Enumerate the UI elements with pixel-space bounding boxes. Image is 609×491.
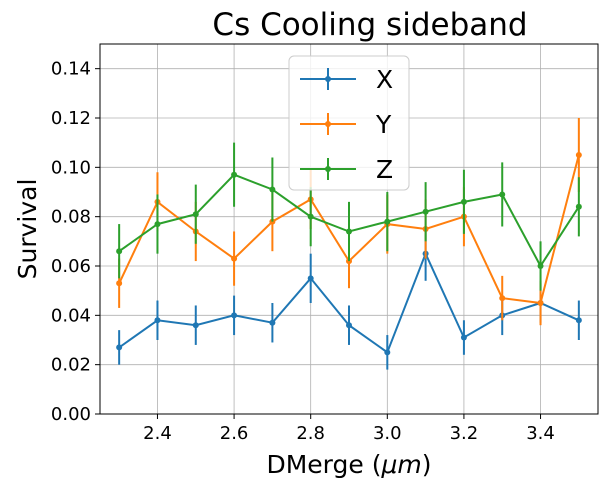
x-tick-label: 3.4 (526, 423, 555, 444)
x-tick-label: 3.0 (373, 423, 402, 444)
x-axis-label: DMerge (μm) (266, 450, 431, 479)
y-tick-label: 0.14 (51, 59, 91, 80)
legend: XYZ (288, 55, 410, 191)
data-point-z (269, 186, 276, 193)
data-point-x (346, 322, 352, 329)
y-tick-label: 0.10 (51, 157, 91, 178)
legend-marker (325, 76, 331, 82)
data-point-z (192, 211, 199, 218)
series-z (116, 142, 582, 291)
data-point-y (575, 152, 582, 158)
plot-frame (99, 43, 599, 415)
series-layer (116, 118, 582, 370)
data-point-z (499, 191, 506, 198)
data-point-z (575, 203, 582, 210)
data-point-z (231, 171, 238, 178)
x-tick-label: 3.2 (450, 423, 479, 444)
data-point-z (537, 263, 544, 269)
data-point-x (231, 312, 238, 319)
data-point-z (116, 248, 123, 255)
data-point-x (460, 334, 467, 341)
x-tick-label: 2.8 (296, 423, 325, 444)
data-point-x (192, 322, 199, 329)
y-axis: 0.00 0.02 0.04 0.06 0.08 0.10 0.12 0.14 (51, 59, 100, 425)
y-tick-label: 0.12 (51, 108, 91, 129)
y-axis-label: Survival (13, 179, 42, 280)
data-point-z (384, 218, 391, 225)
data-point-y (537, 300, 544, 306)
chart-title: Cs Cooling sideband (212, 7, 527, 43)
data-point-x (384, 349, 391, 356)
data-point-z (307, 213, 314, 220)
data-point-y (499, 295, 506, 302)
data-point-y (231, 255, 238, 262)
data-point-y (116, 280, 123, 287)
legend-entry-y: Y (300, 110, 392, 139)
data-point-z (460, 198, 467, 205)
legend-label: Y (375, 110, 392, 139)
legend-label: X (376, 65, 393, 94)
x-axis-label-unit: μm (380, 450, 421, 479)
x-axis-label-suffix: ) (422, 450, 432, 479)
y-tick-label: 0.02 (51, 355, 91, 376)
legend-label: Z (376, 155, 393, 184)
data-point-x (154, 317, 161, 324)
legend-entry-x: X (300, 65, 393, 94)
y-tick-label: 0.06 (51, 256, 91, 277)
x-axis-label-prefix: DMerge ( (266, 450, 381, 479)
data-point-x (269, 319, 276, 326)
legend-marker (325, 166, 331, 172)
data-point-x (575, 317, 582, 324)
data-point-z (154, 221, 161, 228)
data-point-z (422, 208, 429, 215)
legend-entry-z: Z (300, 155, 393, 184)
x-tick-label: 2.6 (220, 423, 249, 444)
data-point-x (116, 344, 123, 351)
y-tick-label: 0.04 (51, 305, 91, 326)
y-tick-label: 0.00 (51, 404, 91, 425)
data-point-z (346, 228, 352, 235)
data-point-x (307, 275, 314, 282)
y-tick-label: 0.08 (51, 207, 91, 228)
x-axis: 2.4 2.6 2.8 3.0 3.2 3.4 (143, 414, 555, 444)
legend-marker (325, 121, 331, 127)
x-tick-label: 2.4 (143, 423, 172, 444)
